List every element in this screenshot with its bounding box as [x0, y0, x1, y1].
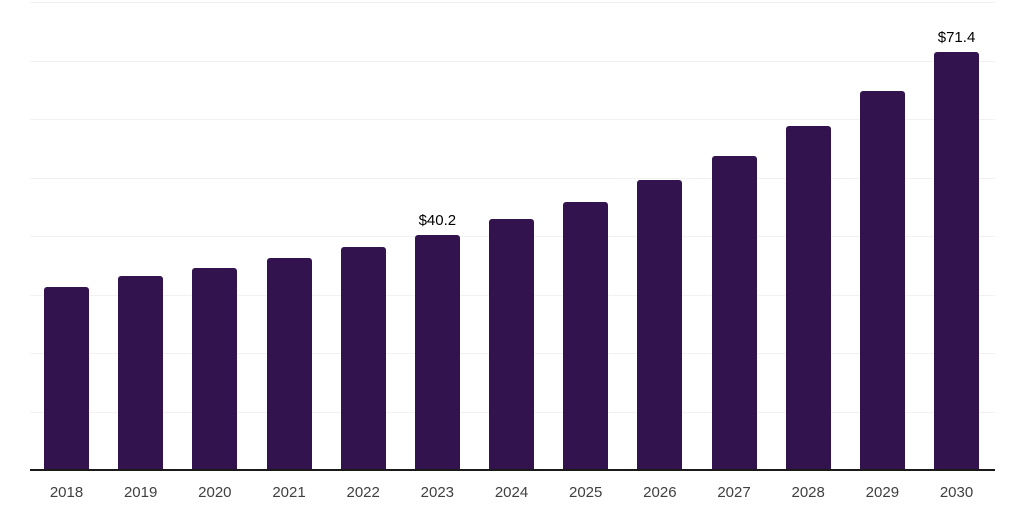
x-tick-2022: 2022 — [346, 484, 380, 501]
x-tick-2030: 2030 — [939, 484, 974, 501]
bar-2030 — [934, 52, 980, 470]
x-tick-2025: 2025 — [569, 484, 603, 501]
gridline-60 — [30, 119, 995, 120]
bar-2026 — [637, 180, 683, 470]
bar-2022 — [340, 247, 386, 470]
bar-2029 — [859, 90, 905, 470]
bar-2018 — [44, 286, 89, 470]
value-label-2023: $40.2 — [418, 211, 457, 229]
x-tick-2027: 2027 — [717, 484, 751, 501]
x-tick-2020: 2020 — [198, 484, 232, 501]
chart-plot-area: $40.2 $71.4 — [30, 2, 995, 471]
value-label-2030: $71.4 — [937, 29, 976, 47]
bar-2019 — [118, 275, 164, 470]
gridline-70 — [30, 60, 995, 62]
x-tick-2018: 2018 — [49, 484, 84, 501]
gridline-80 — [30, 2, 995, 3]
bar-2020 — [192, 267, 238, 470]
bar-2023 — [414, 234, 460, 470]
x-tick-2021: 2021 — [272, 484, 306, 501]
x-tick-2023: 2023 — [420, 484, 455, 501]
bar-2028 — [785, 126, 831, 470]
x-axis-line — [30, 469, 995, 471]
bar-2024 — [489, 219, 535, 470]
bar-2027 — [711, 156, 757, 470]
x-axis-tick-labels: 2018 2019 2020 2021 2022 2023 2024 2025 2026 2027… — [30, 484, 995, 506]
x-tick-2019: 2019 — [123, 484, 158, 501]
x-tick-2024: 2024 — [494, 484, 529, 501]
gridline-50 — [30, 177, 995, 179]
x-tick-2028: 2028 — [791, 484, 825, 501]
bar-2021 — [266, 257, 312, 470]
x-tick-2029: 2029 — [865, 484, 900, 501]
bar-2025 — [563, 201, 609, 470]
x-tick-2026: 2026 — [643, 484, 677, 501]
